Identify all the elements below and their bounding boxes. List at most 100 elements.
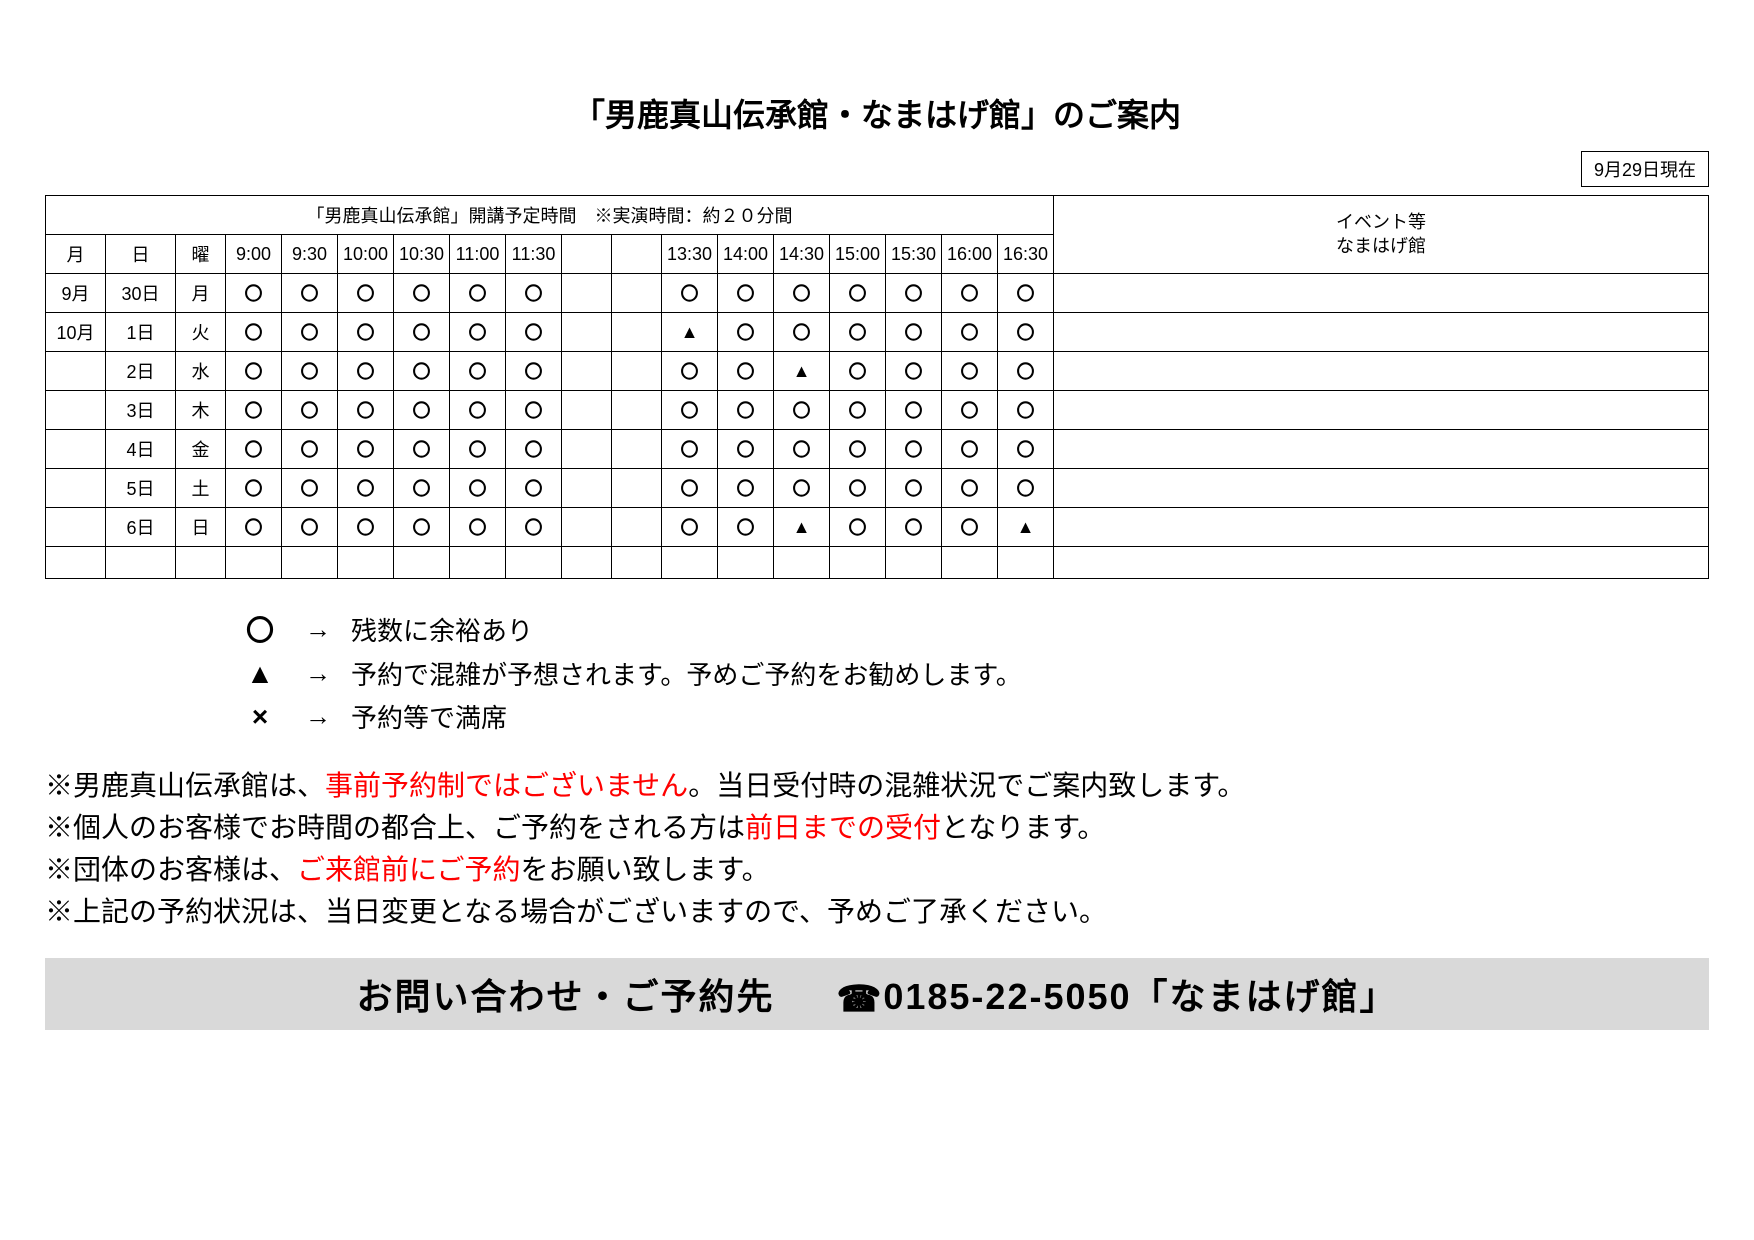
cell-event xyxy=(1054,352,1709,391)
cell-month xyxy=(46,508,106,547)
cell-dow: 月 xyxy=(176,274,226,313)
slot-cell xyxy=(612,313,662,352)
cell-day: 3日 xyxy=(106,391,176,430)
cell-month: 9月 xyxy=(46,274,106,313)
note-line: ※団体のお客様は、ご来館前にご予約をお願い致します。 xyxy=(45,849,1709,891)
slot-cell: 〇 xyxy=(282,391,338,430)
legend-symbol: ▲ xyxy=(235,658,285,690)
note-text: 前日までの受付 xyxy=(745,812,941,843)
table-row: 4日金〇〇〇〇〇〇〇〇〇〇〇〇〇 xyxy=(46,430,1709,469)
slot-cell: 〇 xyxy=(998,352,1054,391)
slot-cell: 〇 xyxy=(282,508,338,547)
slot-cell: 〇 xyxy=(886,508,942,547)
slot-cell: 〇 xyxy=(662,469,718,508)
legend-text: 残数に余裕あり xyxy=(351,611,533,648)
slot-cell xyxy=(612,274,662,313)
cell-day: 5日 xyxy=(106,469,176,508)
cell-event xyxy=(1054,469,1709,508)
legend-text: 予約で混雑が予想されます。予めご予約をお勧めします。 xyxy=(351,655,1022,692)
slot-cell: 〇 xyxy=(886,469,942,508)
cell-event xyxy=(1054,391,1709,430)
cell-day xyxy=(106,547,176,579)
slot-cell: 〇 xyxy=(226,352,282,391)
slot-cell: 〇 xyxy=(450,352,506,391)
slot-cell: ▲ xyxy=(998,508,1054,547)
cell-day: 4日 xyxy=(106,430,176,469)
slot-cell: 〇 xyxy=(506,352,562,391)
time-header-cell: 14:00 xyxy=(718,235,774,274)
slot-cell: 〇 xyxy=(830,391,886,430)
slot-cell: 〇 xyxy=(394,469,450,508)
slot-cell: 〇 xyxy=(450,430,506,469)
slot-cell xyxy=(942,547,998,579)
time-header-cell: 15:30 xyxy=(886,235,942,274)
legend-text: 予約等で満席 xyxy=(351,698,507,735)
notes: ※男鹿真山伝承館は、事前予約制ではございません。当日受付時の混雑状況でご案内致し… xyxy=(45,765,1709,933)
slot-cell: 〇 xyxy=(338,430,394,469)
slot-cell: 〇 xyxy=(718,352,774,391)
phone-icon: ☎ xyxy=(837,978,884,1020)
time-header-cell: 11:00 xyxy=(450,235,506,274)
slot-cell: 〇 xyxy=(394,508,450,547)
cell-month: 10月 xyxy=(46,313,106,352)
time-header-cell xyxy=(562,235,612,274)
legend-row: ▲→予約で混雑が予想されます。予めご予約をお勧めします。 xyxy=(235,655,1709,692)
slot-cell: 〇 xyxy=(942,391,998,430)
slot-cell: 〇 xyxy=(830,352,886,391)
slot-cell: 〇 xyxy=(394,352,450,391)
slot-cell xyxy=(562,313,612,352)
slot-cell: 〇 xyxy=(450,508,506,547)
legend-symbol: 〇 xyxy=(235,609,285,649)
slot-cell: 〇 xyxy=(830,274,886,313)
time-header-cell: 9:30 xyxy=(282,235,338,274)
page-title: 「男鹿真山伝承館・なまはげ館」のご案内 xyxy=(45,90,1709,136)
slot-cell xyxy=(450,547,506,579)
table-row: 6日日〇〇〇〇〇〇〇〇▲〇〇〇▲ xyxy=(46,508,1709,547)
slot-cell xyxy=(282,547,338,579)
table-row: 5日土〇〇〇〇〇〇〇〇〇〇〇〇〇 xyxy=(46,469,1709,508)
cell-event xyxy=(1054,430,1709,469)
slot-cell: 〇 xyxy=(886,391,942,430)
slot-cell xyxy=(562,469,612,508)
slot-cell: 〇 xyxy=(774,313,830,352)
col-dow: 曜 xyxy=(176,235,226,274)
note-text: ※個人のお客様でお時間の都合上、ご予約をされる方は xyxy=(45,812,745,843)
cell-event xyxy=(1054,313,1709,352)
slot-cell: 〇 xyxy=(662,391,718,430)
cell-event xyxy=(1054,508,1709,547)
cell-month xyxy=(46,547,106,579)
slot-cell xyxy=(662,547,718,579)
note-line: ※上記の予約状況は、当日変更となる場合がございますので、予めご了承ください。 xyxy=(45,891,1709,933)
slot-cell xyxy=(830,547,886,579)
time-header-cell: 10:30 xyxy=(394,235,450,274)
time-header-cell: 13:30 xyxy=(662,235,718,274)
slot-cell xyxy=(338,547,394,579)
slot-cell xyxy=(886,547,942,579)
slot-cell: 〇 xyxy=(226,313,282,352)
slot-cell: 〇 xyxy=(830,430,886,469)
slot-cell: 〇 xyxy=(662,508,718,547)
slot-cell: 〇 xyxy=(774,391,830,430)
as-of-date: 9月29日現在 xyxy=(1581,151,1709,187)
slot-cell: 〇 xyxy=(226,274,282,313)
slot-cell: 〇 xyxy=(662,352,718,391)
note-line: ※個人のお客様でお時間の都合上、ご予約をされる方は前日までの受付となります。 xyxy=(45,807,1709,849)
note-text: 。当日受付時の混雑状況でご案内致します。 xyxy=(688,770,1245,801)
slot-cell xyxy=(562,508,612,547)
slot-cell xyxy=(718,547,774,579)
time-header-cell: 11:30 xyxy=(506,235,562,274)
slot-cell: 〇 xyxy=(506,469,562,508)
slot-cell: 〇 xyxy=(226,508,282,547)
table-row: 9月30日月〇〇〇〇〇〇〇〇〇〇〇〇〇 xyxy=(46,274,1709,313)
slot-cell: 〇 xyxy=(718,274,774,313)
slot-cell: 〇 xyxy=(998,313,1054,352)
time-header-cell: 14:30 xyxy=(774,235,830,274)
cell-dow: 木 xyxy=(176,391,226,430)
slot-cell: 〇 xyxy=(450,313,506,352)
note-text: 事前予約制ではございません xyxy=(325,770,688,801)
slot-cell: ▲ xyxy=(774,508,830,547)
slot-cell: 〇 xyxy=(942,352,998,391)
slot-cell xyxy=(562,547,612,579)
slot-cell: 〇 xyxy=(942,313,998,352)
cell-month xyxy=(46,469,106,508)
